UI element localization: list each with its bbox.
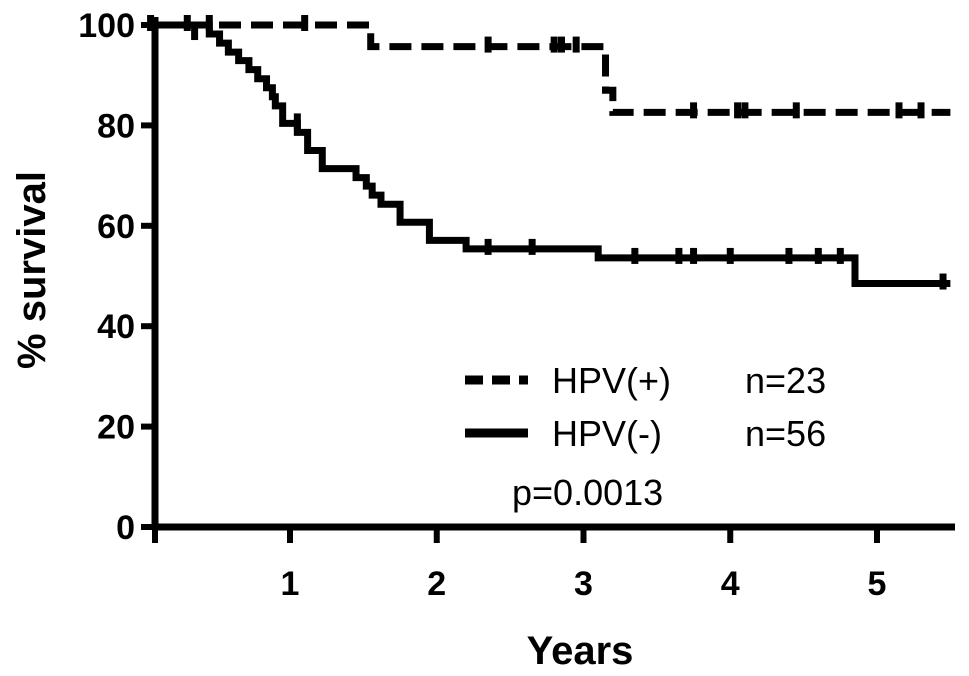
legend-n-hpv-neg: n=56	[745, 413, 826, 454]
y-tick-label: 80	[97, 107, 135, 145]
ticks-group: 0 20 40 60 80 100 1 2 3 4 5	[78, 7, 886, 603]
x-axis-title: Years	[527, 629, 634, 673]
x-tick-label: 3	[574, 565, 593, 603]
x-tick-label: 5	[868, 565, 887, 603]
legend-item-hpv-neg: HPV(-) n=56	[465, 413, 826, 454]
legend-n-hpv-pos: n=23	[745, 360, 826, 401]
x-tick-label: 1	[281, 565, 300, 603]
legend-label-hpv-neg: HPV(-)	[552, 413, 662, 454]
p-value-annotation: p=0.0013	[512, 472, 663, 513]
y-tick-label: 100	[78, 7, 135, 45]
y-axis-title: % survival	[10, 171, 54, 369]
legend-label-hpv-pos: HPV(+)	[552, 360, 671, 401]
axes-group	[151, 17, 955, 531]
x-tick-label: 4	[721, 565, 740, 603]
y-tick-label: 20	[97, 409, 135, 447]
y-tick-label: 60	[97, 208, 135, 246]
series-line-hpv-neg	[155, 21, 951, 288]
series-line-hpv-pos	[155, 21, 951, 116]
legend: HPV(+) n=23 HPV(-) n=56 p=0.0013	[465, 360, 826, 513]
y-tick-label: 40	[97, 308, 135, 346]
series-group	[147, 15, 951, 290]
x-tick-label: 2	[427, 565, 446, 603]
y-tick-label: 0	[116, 509, 135, 547]
legend-item-hpv-pos: HPV(+) n=23	[465, 360, 826, 401]
